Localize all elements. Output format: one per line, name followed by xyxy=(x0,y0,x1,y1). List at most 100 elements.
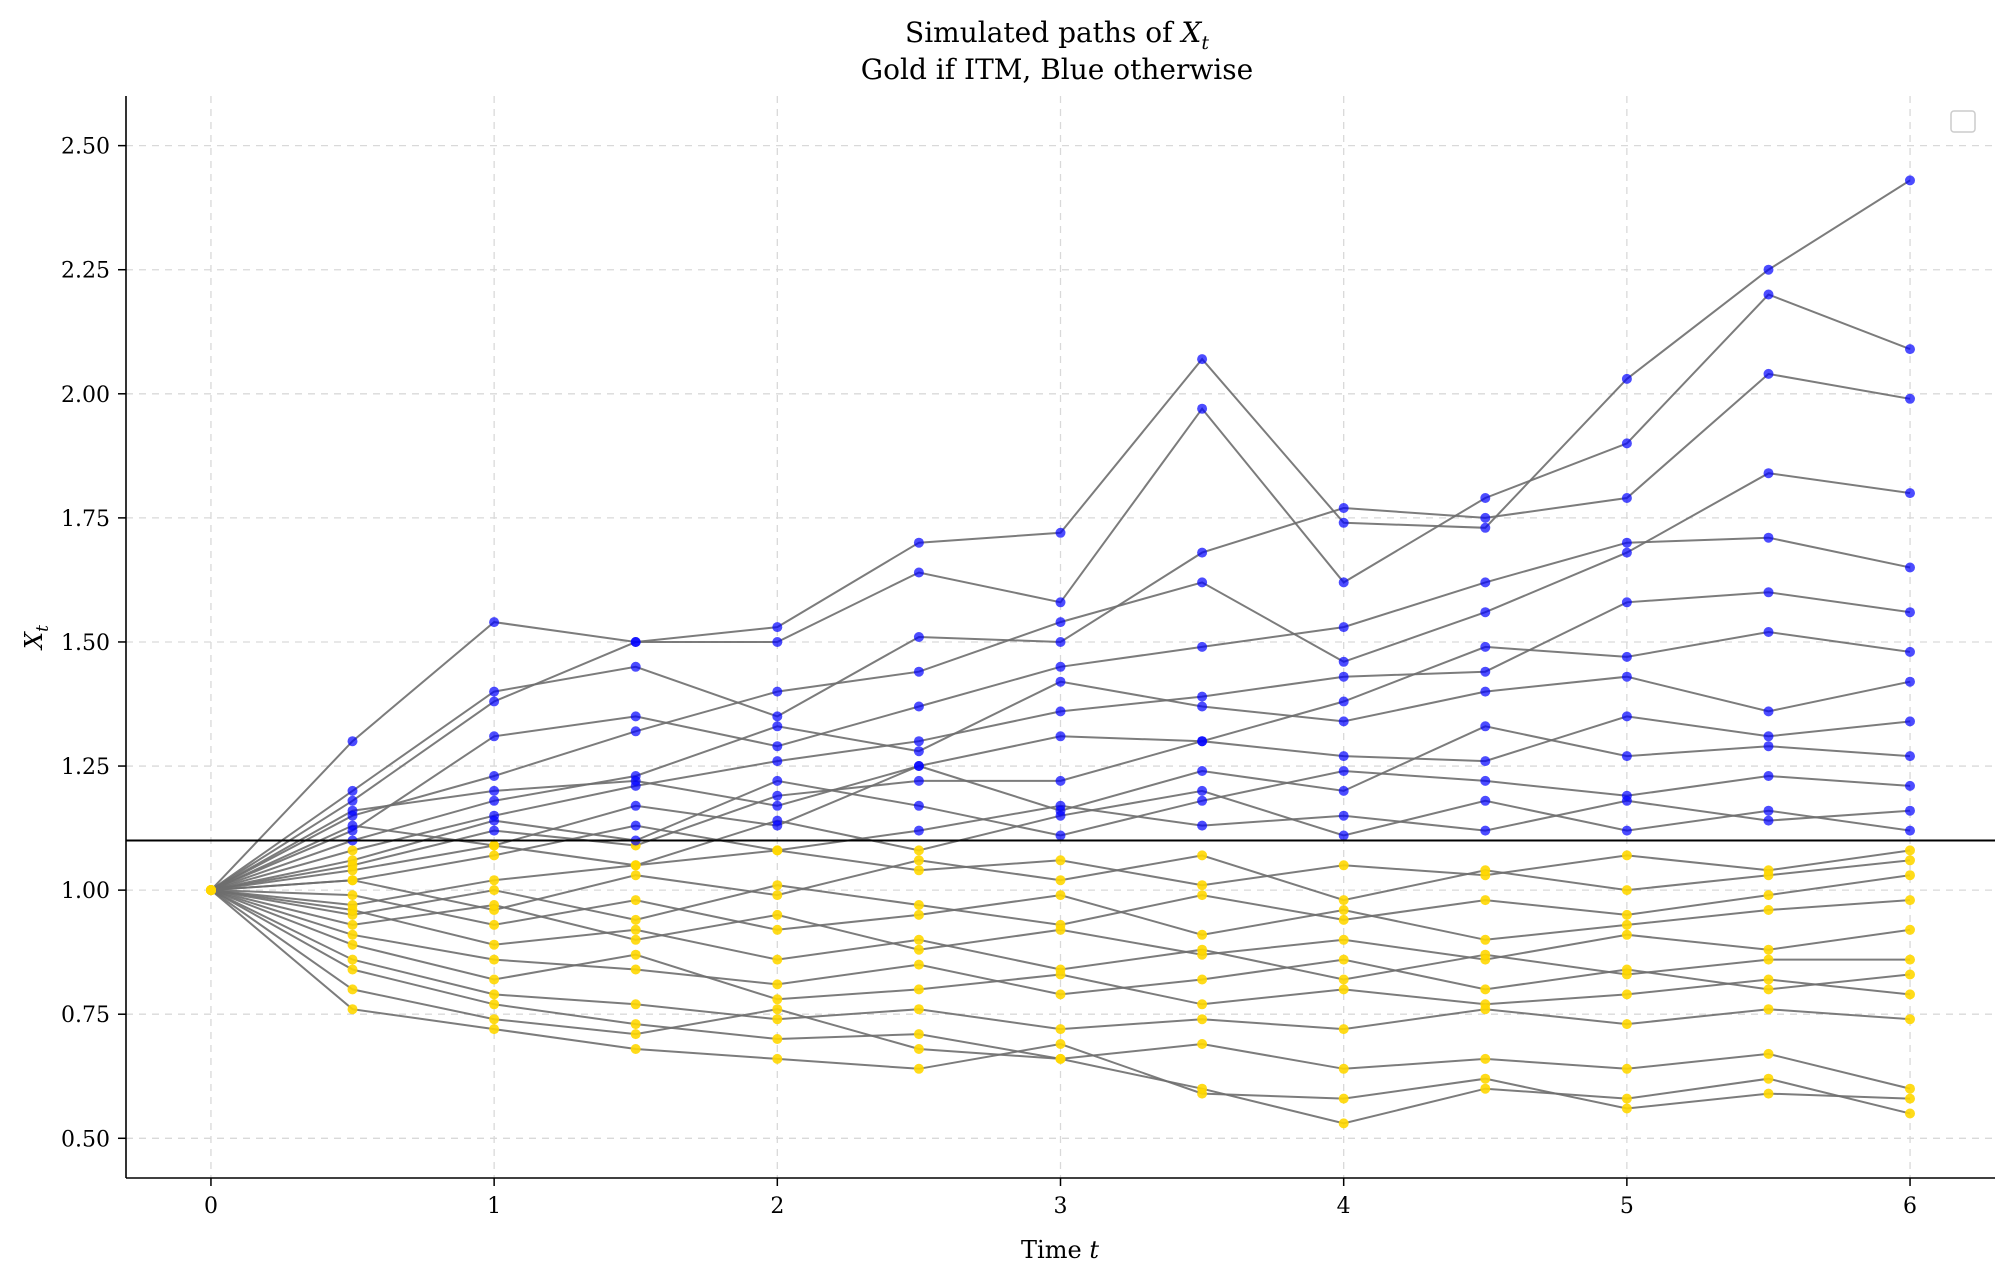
data-point xyxy=(1480,493,1491,503)
data-point xyxy=(1197,403,1208,414)
data-point xyxy=(1338,905,1349,915)
data-point xyxy=(913,1044,924,1054)
data-point xyxy=(772,924,783,935)
data-point xyxy=(772,756,783,767)
data-point xyxy=(489,840,500,851)
data-point xyxy=(1905,344,1915,355)
data-point xyxy=(1338,860,1349,871)
data-point xyxy=(489,617,500,628)
data-point xyxy=(1055,890,1066,901)
data-point xyxy=(1055,637,1066,647)
data-point xyxy=(1197,577,1208,588)
data-point xyxy=(1905,805,1915,816)
data-point xyxy=(1763,771,1774,781)
data-point xyxy=(347,865,358,876)
data-point xyxy=(1338,934,1349,945)
data-point xyxy=(1338,766,1349,776)
data-point xyxy=(489,825,500,836)
data-point xyxy=(1763,1004,1774,1015)
data-point xyxy=(630,726,641,737)
data-point xyxy=(1905,870,1915,881)
data-point xyxy=(1338,1118,1349,1129)
data-point xyxy=(913,959,924,970)
data-point xyxy=(1197,736,1208,747)
data-point xyxy=(1905,175,1915,186)
data-point xyxy=(772,880,783,891)
data-point xyxy=(1338,830,1349,841)
data-point xyxy=(1197,974,1208,985)
data-point xyxy=(1621,825,1632,836)
data-point xyxy=(489,771,500,781)
data-point xyxy=(1763,264,1774,275)
data-point xyxy=(1197,1014,1208,1025)
data-point xyxy=(1621,1063,1632,1074)
data-point xyxy=(630,964,641,975)
data-point xyxy=(347,919,358,930)
data-point xyxy=(1055,1024,1066,1035)
data-point xyxy=(772,686,783,697)
data-point xyxy=(1197,880,1208,891)
data-point xyxy=(347,984,358,995)
data-point xyxy=(1621,929,1632,940)
x-tick-label: 3 xyxy=(1054,1194,1068,1219)
data-point xyxy=(1055,924,1066,935)
data-point xyxy=(1480,984,1491,995)
data-point xyxy=(347,805,358,816)
data-point xyxy=(1621,919,1632,930)
data-point xyxy=(1338,984,1349,995)
data-point xyxy=(1763,627,1774,637)
data-point xyxy=(1621,537,1632,548)
x-ticks: 0 1 2 3 4 5 6 xyxy=(204,1178,1917,1219)
data-point xyxy=(1480,865,1491,876)
data-point xyxy=(347,905,358,915)
data-point xyxy=(1480,512,1491,523)
data-point xyxy=(489,875,500,886)
data-point xyxy=(630,637,641,647)
data-point xyxy=(1480,825,1491,836)
data-point xyxy=(913,934,924,945)
data-point xyxy=(1621,751,1632,762)
data-point xyxy=(1905,1014,1915,1025)
data-point xyxy=(630,860,641,871)
data-point xyxy=(1763,1048,1774,1059)
data-point xyxy=(772,1034,783,1044)
data-point xyxy=(1197,1083,1208,1094)
data-point xyxy=(347,875,358,886)
x-tick-label: 0 xyxy=(204,1194,218,1219)
data-point xyxy=(489,1014,500,1025)
data-point xyxy=(1621,651,1632,662)
y-tick-label: 0.50 xyxy=(61,1127,110,1152)
data-point xyxy=(913,1063,924,1074)
data-point xyxy=(489,900,500,910)
data-point xyxy=(913,666,924,677)
data-point xyxy=(913,944,924,955)
data-point xyxy=(1338,954,1349,965)
y-tick-label: 2.00 xyxy=(61,383,110,408)
data-point xyxy=(347,939,358,950)
data-point xyxy=(1905,393,1915,404)
data-point xyxy=(772,1014,783,1025)
data-point xyxy=(1763,468,1774,479)
data-point xyxy=(1905,845,1915,856)
data-point xyxy=(489,850,500,861)
data-point xyxy=(1621,1093,1632,1104)
data-point xyxy=(630,895,641,906)
data-point xyxy=(1480,666,1491,677)
data-point xyxy=(1338,517,1349,528)
data-point xyxy=(630,661,641,672)
data-point xyxy=(1197,785,1208,796)
data-point xyxy=(913,900,924,910)
data-point xyxy=(1621,438,1632,449)
data-point xyxy=(1905,607,1915,618)
data-point xyxy=(347,785,358,796)
data-point xyxy=(913,736,924,747)
data-point xyxy=(347,736,358,747)
data-point xyxy=(1197,929,1208,940)
data-point xyxy=(1338,895,1349,906)
data-point xyxy=(772,1053,783,1064)
data-point xyxy=(347,890,358,901)
data-point xyxy=(1055,617,1066,628)
data-point xyxy=(1905,1093,1915,1104)
data-point xyxy=(630,999,641,1010)
